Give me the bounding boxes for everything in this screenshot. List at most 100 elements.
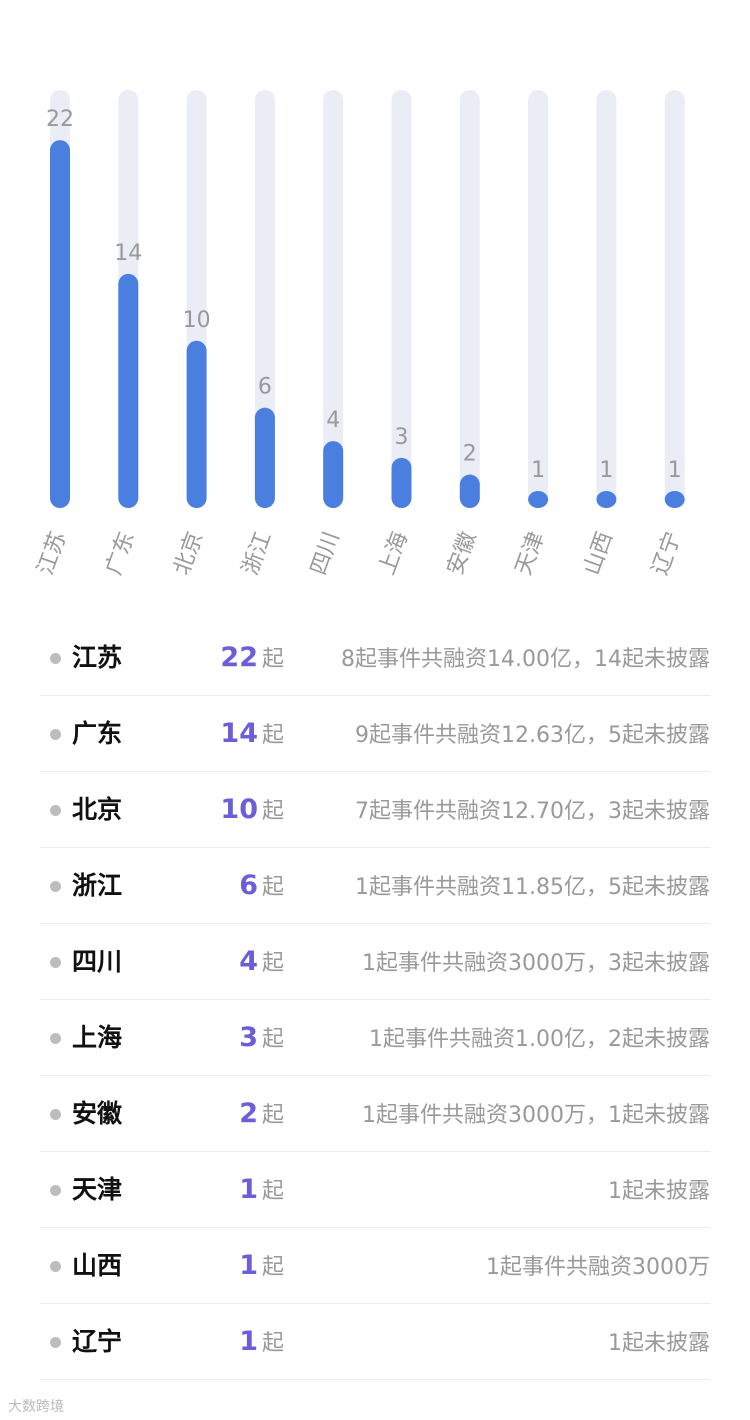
bar-track [323, 90, 344, 508]
event-count: 1 [239, 1326, 258, 1357]
event-count: 2 [239, 1098, 258, 1129]
count-unit: 起 [262, 799, 285, 824]
event-count: 1 [239, 1250, 258, 1281]
bar [664, 491, 685, 508]
province-name: 北京 [72, 795, 123, 824]
category-label: 北京 [170, 529, 209, 579]
count-unit: 起 [262, 647, 285, 672]
bar-value-label: 6 [258, 375, 272, 400]
list-item: 江苏 22 起 8起事件共融资14.00亿，14起未披露 [40, 620, 710, 696]
bar [596, 491, 617, 508]
list-item: 辽宁 1 起 1起未披露 [40, 1304, 710, 1380]
bar-value-label: 22 [46, 107, 74, 132]
bar-track [528, 90, 549, 508]
province-name: 四川 [72, 947, 123, 976]
list-item: 山西 1 起 1起事件共融资3000万 [40, 1228, 710, 1304]
bar-value-label: 1 [531, 458, 545, 483]
list-item: 天津 1 起 1起未披露 [40, 1152, 710, 1228]
list-item: 浙江 6 起 1起事件共融资11.85亿，5起未披露 [40, 848, 710, 924]
category-label: 上海 [375, 529, 414, 579]
bar [323, 441, 344, 508]
province-name: 安徽 [72, 1099, 123, 1128]
bar [459, 474, 480, 508]
bullet-dot [50, 1337, 61, 1348]
count-unit: 起 [262, 723, 285, 748]
financing-description: 1起未披露 [608, 1331, 710, 1356]
bullet-dot [50, 1109, 61, 1120]
bar-value-label: 14 [114, 241, 142, 266]
category-label: 江苏 [33, 529, 72, 579]
financing-description: 1起事件共融资11.85亿，5起未披露 [355, 875, 710, 900]
province-name: 上海 [72, 1023, 123, 1052]
province-name: 辽宁 [72, 1327, 123, 1356]
bullet-dot [50, 1261, 61, 1272]
province-name: 山西 [72, 1251, 123, 1280]
event-count: 6 [239, 870, 258, 901]
bar-track [254, 90, 275, 508]
financing-description: 1起事件共融资3000万，3起未披露 [362, 951, 710, 976]
bullet-dot [50, 805, 61, 816]
list-item: 广东 14 起 9起事件共融资12.63亿，5起未披露 [40, 696, 710, 772]
bar [391, 457, 412, 508]
count-unit: 起 [262, 1027, 285, 1052]
bar-chart: 22 江苏 14 广东 10 北京 6 浙江 4 四川 3 上海 2 安徽 1 天津 1 山西 1 辽宁 [33, 90, 687, 579]
province-name: 浙江 [72, 871, 123, 900]
bar-value-label: 3 [395, 425, 409, 450]
count-unit: 起 [262, 875, 285, 900]
financing-description: 7起事件共融资12.70亿，3起未披露 [355, 799, 710, 824]
bullet-dot [50, 653, 61, 664]
financing-description: 1起事件共融资3000万，1起未披露 [362, 1103, 710, 1128]
bullet-dot [50, 729, 61, 740]
bar-value-label: 10 [183, 308, 211, 333]
category-label: 四川 [306, 529, 345, 579]
bar-track [391, 90, 412, 508]
count-unit: 起 [262, 951, 285, 976]
count-unit: 起 [262, 1255, 285, 1280]
province-name: 天津 [72, 1175, 123, 1204]
count-unit: 起 [262, 1179, 285, 1204]
event-count: 3 [239, 1022, 258, 1053]
count-unit: 起 [262, 1103, 285, 1128]
financing-description: 1起事件共融资1.00亿，2起未披露 [369, 1027, 710, 1052]
bullet-dot [50, 957, 61, 968]
watermark: 大数跨境 [8, 1399, 64, 1415]
financing-description: 9起事件共融资12.63亿，5起未披露 [355, 723, 710, 748]
bullet-dot [50, 1033, 61, 1044]
financing-description: 1起事件共融资3000万 [486, 1255, 710, 1280]
event-count: 14 [220, 718, 258, 749]
bar-value-label: 2 [463, 442, 477, 467]
bar [50, 140, 70, 508]
province-name: 江苏 [72, 643, 123, 672]
category-label: 山西 [579, 529, 618, 579]
bar-value-label: 1 [599, 458, 613, 483]
bullet-dot [50, 881, 61, 892]
bullet-dot [50, 1185, 61, 1196]
financing-description: 8起事件共融资14.00亿，14起未披露 [341, 647, 710, 672]
bar-value-label: 4 [326, 408, 340, 433]
list-item: 四川 4 起 1起事件共融资3000万，3起未披露 [40, 924, 710, 1000]
bar [118, 273, 139, 508]
bar-value-label: 1 [668, 458, 682, 483]
bar [254, 407, 275, 508]
event-count: 10 [220, 794, 258, 825]
category-label: 天津 [511, 529, 550, 579]
list-item: 上海 3 起 1起事件共融资1.00亿，2起未披露 [40, 1000, 710, 1076]
event-count: 4 [239, 946, 258, 977]
bar-track [459, 90, 480, 508]
category-label: 辽宁 [648, 529, 687, 579]
financing-description: 1起未披露 [608, 1179, 710, 1204]
bar [186, 340, 207, 508]
category-label: 广东 [101, 529, 140, 579]
bar [528, 491, 549, 508]
province-name: 广东 [72, 719, 123, 748]
bar-track [596, 90, 617, 508]
count-unit: 起 [262, 1331, 285, 1356]
bar-track [664, 90, 685, 508]
list-item: 北京 10 起 7起事件共融资12.70亿，3起未披露 [40, 772, 710, 848]
list-item: 安徽 2 起 1起事件共融资3000万，1起未披露 [40, 1076, 710, 1152]
event-count: 1 [239, 1174, 258, 1205]
category-label: 安徽 [443, 529, 482, 579]
category-label: 浙江 [238, 529, 277, 579]
event-count: 22 [220, 642, 258, 673]
province-list: 江苏 22 起 8起事件共融资14.00亿，14起未披露 广东 14 起 9起事件共融资12.… [40, 620, 710, 1380]
